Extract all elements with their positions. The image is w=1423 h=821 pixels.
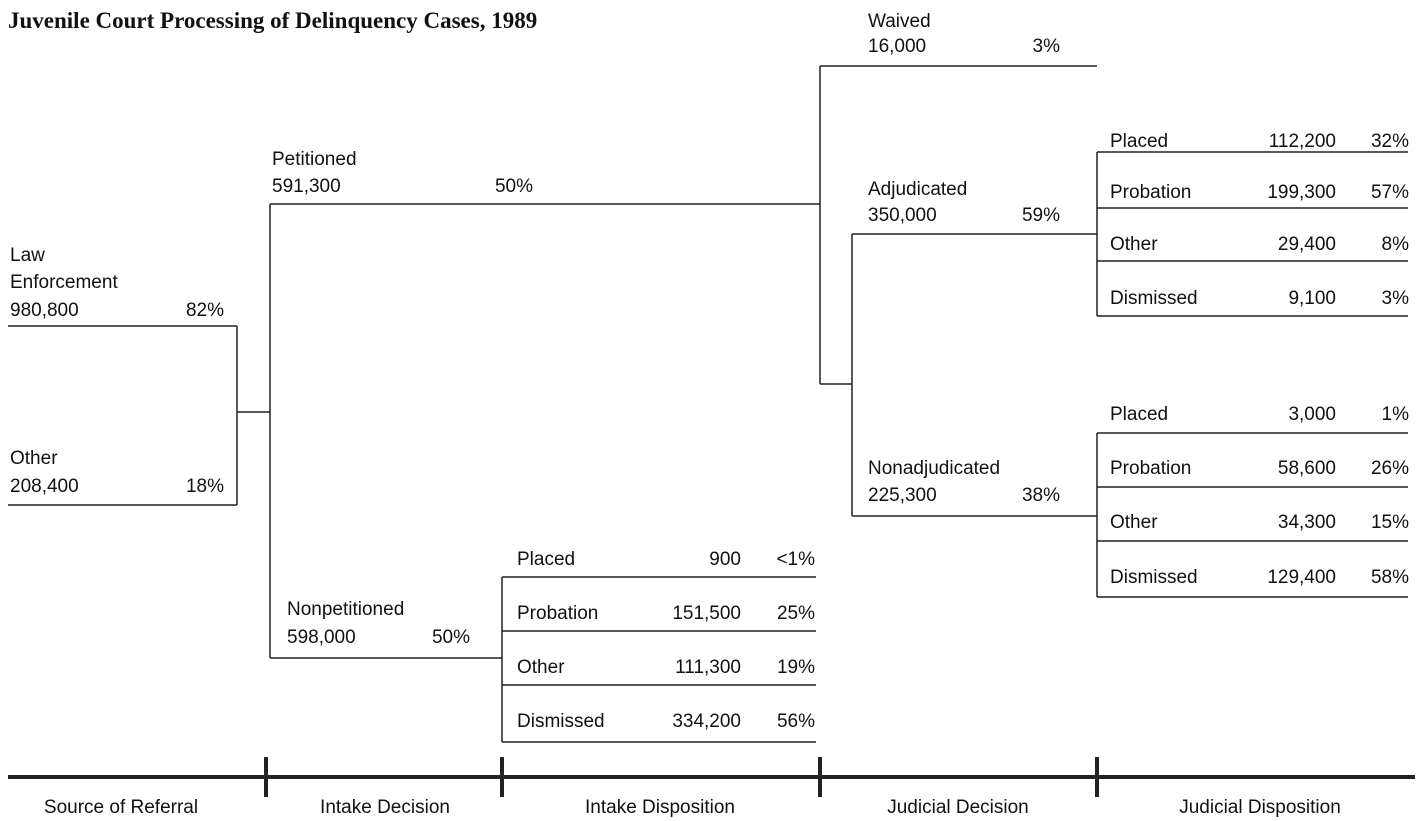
node-label: Adjudicated xyxy=(868,179,968,200)
row-percent: <1% xyxy=(776,549,815,570)
row-count: 151,500 xyxy=(672,603,741,624)
node-count: 598,000 xyxy=(287,627,356,648)
stage-label: Intake Decision xyxy=(320,797,450,818)
row-count: 34,300 xyxy=(1277,512,1336,533)
row-count: 900 xyxy=(709,549,741,570)
stage-label: Judicial Decision xyxy=(887,797,1029,818)
stage-label: Source of Referral xyxy=(43,797,199,818)
node-label: Waived xyxy=(868,11,931,32)
node-percent: 50% xyxy=(431,627,470,648)
row-label: Other xyxy=(1110,234,1158,255)
node-label: Enforcement xyxy=(10,272,118,293)
row-label: Other xyxy=(1110,512,1158,533)
row-label: Probation xyxy=(1110,458,1192,479)
node-count: 980,800 xyxy=(10,300,79,321)
row-label: Other xyxy=(517,657,565,678)
node-count: 16,000 xyxy=(868,36,927,57)
row-label: Probation xyxy=(1110,182,1192,203)
row-label: Dismissed xyxy=(1110,567,1198,588)
row-label: Dismissed xyxy=(517,711,605,732)
node-count: 225,300 xyxy=(868,485,937,506)
node-label: Law xyxy=(10,245,45,266)
row-label: Probation xyxy=(517,603,599,624)
node-label: Other xyxy=(10,448,58,469)
title: Juvenile Court Processing of Delinquency… xyxy=(8,8,538,33)
row-percent: 25% xyxy=(776,603,815,624)
node-percent: 82% xyxy=(185,300,224,321)
row-percent: 1% xyxy=(1381,404,1409,425)
node-percent: 50% xyxy=(494,176,533,197)
node-label: Nonpetitioned xyxy=(287,599,405,620)
row-label: Dismissed xyxy=(1110,288,1198,309)
row-count: 334,200 xyxy=(672,711,741,732)
row-percent: 15% xyxy=(1370,512,1409,533)
row-label: Placed xyxy=(1110,404,1169,425)
node-percent: 59% xyxy=(1021,205,1060,226)
node-percent: 38% xyxy=(1021,485,1060,506)
node-count: 591,300 xyxy=(272,176,341,197)
stage-label: Intake Disposition xyxy=(585,797,735,818)
row-label: Placed xyxy=(1110,131,1169,152)
row-count: 112,200 xyxy=(1268,131,1336,152)
row-percent: 19% xyxy=(776,657,815,678)
node-count: 350,000 xyxy=(868,205,937,226)
node-count: 208,400 xyxy=(10,476,79,497)
row-count: 3,000 xyxy=(1288,404,1336,425)
row-label: Placed xyxy=(517,549,576,570)
node-percent: 18% xyxy=(185,476,224,497)
row-count: 129,400 xyxy=(1267,567,1336,588)
row-count: 199,300 xyxy=(1267,182,1336,203)
row-percent: 32% xyxy=(1370,131,1409,152)
row-percent: 8% xyxy=(1381,234,1409,255)
node-label: Petitioned xyxy=(272,149,357,170)
row-percent: 57% xyxy=(1370,182,1409,203)
row-percent: 26% xyxy=(1370,458,1409,479)
stage-label: Judicial Disposition xyxy=(1179,797,1341,818)
connectors xyxy=(8,65,1408,743)
row-count: 29,400 xyxy=(1277,234,1336,255)
stage-axis xyxy=(8,757,1415,797)
node-label: Nonadjudicated xyxy=(868,458,1001,479)
row-count: 58,600 xyxy=(1277,458,1336,479)
row-percent: 3% xyxy=(1381,288,1409,309)
row-percent: 56% xyxy=(776,711,815,732)
node-percent: 3% xyxy=(1032,36,1060,57)
row-count: 111,300 xyxy=(675,657,741,678)
row-count: 9,100 xyxy=(1288,288,1336,309)
row-percent: 58% xyxy=(1370,567,1409,588)
